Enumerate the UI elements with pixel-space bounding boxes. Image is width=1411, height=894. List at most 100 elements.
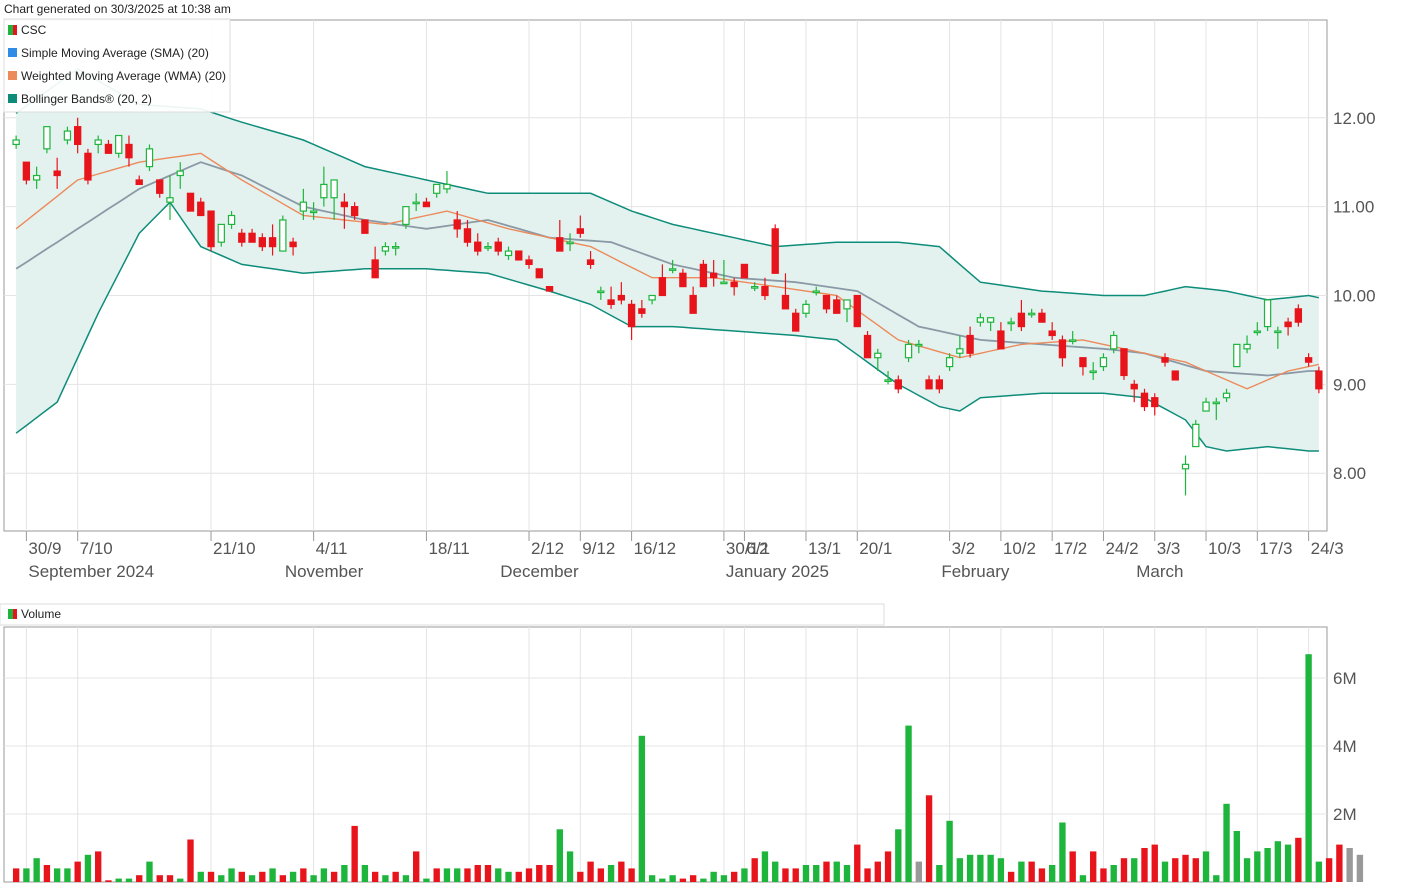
candle [935,375,944,394]
price-y-tick-label: 12.00 [1333,109,1376,128]
candle [966,326,974,358]
volume-bar [1090,851,1097,882]
candle-body [617,294,626,301]
volume-bar [1315,861,1323,882]
candle [12,135,20,149]
candle [350,202,359,220]
candle-body [1181,463,1190,470]
volume-bar [238,871,245,882]
volume-bar [936,865,943,882]
candle [853,294,861,328]
volume-bar [1284,844,1292,882]
volume-bar [228,868,235,882]
volume-bar [1038,868,1046,882]
date-tick-label: 10/3 [1208,539,1241,558]
candle [566,233,574,252]
volume-bar [1151,844,1158,882]
volume-bar [454,868,461,882]
volume-bar [156,875,163,882]
candle-body [1212,401,1220,405]
bollinger-lower-line [15,201,1319,452]
candle [976,313,985,327]
candle-body [1253,330,1262,334]
candle [1294,304,1303,327]
volume-bar [320,868,328,882]
candle [84,148,92,185]
month-label: September 2024 [28,562,154,581]
candle [166,175,174,220]
candle [104,139,113,154]
candle [1130,379,1138,403]
candle [227,211,236,229]
volume-bar [33,858,40,882]
candle [894,375,902,394]
candle [463,219,472,247]
candle-body [843,299,851,310]
candle [781,273,790,310]
volume-bar [1110,865,1117,882]
candle [638,299,646,318]
volume-bar [1243,858,1251,882]
candle-body [186,192,195,212]
volume-bar [371,871,379,882]
month-label: February [941,562,1010,581]
volume-bar [464,868,471,882]
volume-bar [751,858,758,882]
candle [73,117,82,154]
candle [63,126,72,145]
volume-bar [1059,822,1066,882]
volume-bar [730,871,738,882]
volume-panel: 2M 4M 6M Volume [0,603,1364,883]
candle-body [371,259,379,279]
legend-entry: Bollinger Bands® (20, 2) [21,92,152,106]
candle-body [94,139,102,146]
volume-bar [505,871,512,882]
candle [515,250,523,261]
volume-bar [823,861,830,882]
volume-bar [23,868,30,882]
candle [597,286,605,300]
candle-body [104,143,113,154]
candle-body [1315,370,1323,390]
candle-body [1222,392,1231,399]
volume-bar [197,871,204,882]
volume-bar [125,878,133,882]
candle-body [1017,312,1026,328]
candle [453,211,461,238]
candle-body [648,294,656,301]
volume-bar [1223,803,1230,882]
candle [422,197,431,208]
volume-bar [1305,654,1312,882]
candle-body [894,379,902,390]
volume-bar [351,825,358,882]
volume-bar [700,878,707,882]
candle [843,299,851,323]
volume-bar [1254,851,1261,882]
candle-body [504,250,513,257]
volume-bar [259,871,266,882]
bollinger-upper-line [15,68,1320,301]
price-y-tick-label: 8.00 [1333,464,1366,483]
candle [658,264,667,297]
volume-bar [1161,861,1169,882]
candle [1151,393,1159,416]
candle [1202,397,1210,412]
candle [997,322,1005,350]
candle-body [884,379,892,383]
candle-body [576,228,584,234]
candle-body [1161,357,1169,363]
candle [186,192,195,212]
date-tick-label: 7/10 [80,539,113,558]
candle-body [53,170,61,177]
candle [925,375,933,390]
candle [751,282,759,292]
candle [217,223,225,247]
candle-body [1048,330,1056,337]
volume-bar [977,854,984,882]
candle [1304,353,1313,367]
date-tick-label: 16/12 [634,539,677,558]
volume-bar [43,865,51,882]
candle-body [258,237,266,248]
candle [1222,388,1231,403]
volume-bar [1274,841,1282,882]
